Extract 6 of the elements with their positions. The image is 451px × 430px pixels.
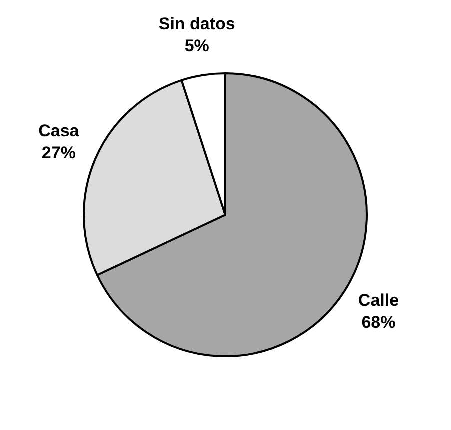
slice-label: Calle (358, 290, 400, 310)
data-label: 68% (362, 312, 396, 332)
slice-label: Casa (38, 122, 80, 141)
data-label: 5% (184, 36, 210, 56)
slice-label: Sin datos (158, 14, 236, 34)
data-label: 27% (42, 144, 76, 163)
